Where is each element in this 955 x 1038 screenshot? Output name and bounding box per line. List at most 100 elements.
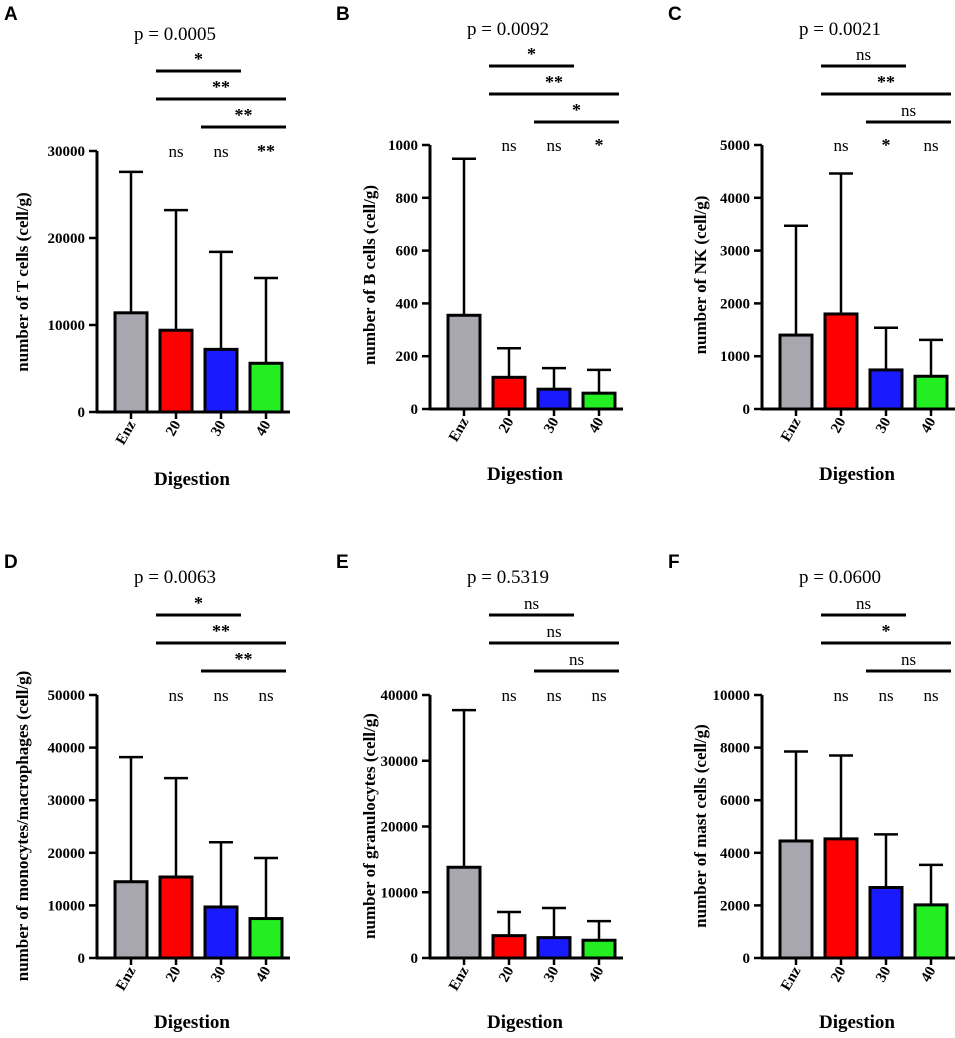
x-tick-label: 40 bbox=[918, 415, 939, 436]
bar-significance-label: ns bbox=[501, 136, 516, 155]
panel-letter: B bbox=[336, 4, 350, 25]
x-tick-label: 40 bbox=[586, 415, 607, 436]
x-tick-label: 30 bbox=[541, 415, 562, 436]
bracket-label: ns bbox=[901, 650, 916, 669]
bar-20 bbox=[491, 375, 527, 411]
y-tick-label: 30000 bbox=[381, 754, 419, 770]
y-tick-label: 30000 bbox=[48, 793, 86, 809]
bracket-label: * bbox=[194, 593, 203, 613]
y-tick-label: 5000 bbox=[720, 138, 750, 154]
y-tick-label: 0 bbox=[411, 402, 419, 418]
bar-20 bbox=[823, 837, 859, 960]
bar-40 bbox=[581, 391, 617, 411]
p-value: p = 0.0005 bbox=[134, 24, 216, 45]
y-tick-label: 0 bbox=[743, 402, 751, 418]
bar-20 bbox=[491, 934, 527, 960]
x-tick-label: 20 bbox=[496, 964, 517, 985]
bar-Enz bbox=[778, 333, 814, 411]
y-tick-label: 40000 bbox=[48, 741, 86, 757]
x-tick-label: 20 bbox=[163, 418, 184, 439]
bracket-label: ** bbox=[212, 621, 230, 641]
bracket-label: ns bbox=[901, 101, 916, 120]
x-tick-label: 30 bbox=[873, 964, 894, 985]
y-tick-label: 10000 bbox=[48, 318, 86, 334]
bar-significance-label: ns bbox=[546, 136, 561, 155]
p-value: p = 0.0063 bbox=[134, 567, 216, 588]
x-tick-label: 30 bbox=[541, 964, 562, 985]
bar-40 bbox=[581, 938, 617, 960]
y-tick-label: 2000 bbox=[720, 296, 750, 312]
bar-40 bbox=[913, 903, 949, 960]
p-value: p = 0.0092 bbox=[467, 19, 549, 40]
bracket-label: ns bbox=[856, 594, 871, 613]
x-tick-label: 40 bbox=[918, 964, 939, 985]
y-tick-label: 4000 bbox=[720, 846, 750, 862]
x-axis-label: Digestion bbox=[819, 1012, 895, 1033]
bar-30 bbox=[536, 936, 572, 960]
bracket-label: ns bbox=[546, 622, 561, 641]
y-axis-label: number of NK (cell/g) bbox=[691, 196, 710, 355]
y-tick-label: 800 bbox=[396, 191, 419, 207]
bar-Enz bbox=[446, 313, 482, 411]
bar-30 bbox=[536, 387, 572, 411]
y-tick-label: 1000 bbox=[388, 138, 418, 154]
panel-letter: E bbox=[336, 552, 349, 573]
y-tick-label: 0 bbox=[411, 951, 419, 967]
bar-40 bbox=[913, 374, 949, 411]
bar-significance-label: ns bbox=[546, 686, 561, 705]
bracket-label: ** bbox=[235, 105, 253, 125]
x-tick-label: 20 bbox=[163, 964, 184, 985]
y-tick-label: 40000 bbox=[381, 688, 419, 704]
bar-Enz bbox=[113, 311, 149, 414]
bar-Enz bbox=[446, 865, 482, 960]
bar-40 bbox=[248, 917, 284, 960]
bracket-label: * bbox=[572, 100, 581, 120]
y-tick-label: 600 bbox=[396, 244, 419, 260]
y-tick-label: 20000 bbox=[48, 846, 86, 862]
x-tick-label: Enz bbox=[113, 418, 140, 448]
panel-letter: F bbox=[668, 552, 680, 573]
bracket-label: ns bbox=[856, 45, 871, 64]
y-tick-label: 3000 bbox=[720, 244, 750, 260]
p-value: p = 0.5319 bbox=[467, 567, 549, 588]
x-tick-label: 20 bbox=[828, 964, 849, 985]
x-tick-label: 20 bbox=[828, 415, 849, 436]
bar-20 bbox=[158, 875, 194, 960]
bar-30 bbox=[203, 905, 239, 960]
bar-significance-label: ns bbox=[833, 686, 848, 705]
x-tick-label: Enz bbox=[113, 964, 140, 994]
panel-B: Bp = 0.0092****ns ns *02004006008001000Enz… bbox=[336, 4, 623, 485]
bracket-label: * bbox=[527, 44, 536, 64]
y-tick-label: 6000 bbox=[720, 793, 750, 809]
bar-40 bbox=[248, 361, 284, 414]
bar-20 bbox=[823, 312, 859, 411]
y-axis-label: number of B cells (cell/g) bbox=[360, 185, 379, 365]
panel-letter: D bbox=[4, 552, 18, 573]
x-tick-label: 30 bbox=[208, 964, 229, 985]
bracket-label: * bbox=[882, 621, 891, 641]
x-tick-label: 40 bbox=[253, 418, 274, 439]
p-value: p = 0.0021 bbox=[799, 19, 881, 40]
bracket-label: ** bbox=[212, 77, 230, 97]
bar-significance-label: ns bbox=[168, 142, 183, 161]
bracket-label: * bbox=[194, 49, 203, 69]
y-tick-label: 1000 bbox=[720, 349, 750, 365]
y-tick-label: 20000 bbox=[48, 231, 86, 247]
y-tick-label: 2000 bbox=[720, 898, 750, 914]
x-tick-label: 40 bbox=[586, 964, 607, 985]
y-tick-label: 50000 bbox=[48, 688, 86, 704]
bracket-label: ** bbox=[235, 649, 253, 669]
panel-letter: A bbox=[4, 4, 18, 25]
bar-significance-label: ns bbox=[833, 136, 848, 155]
bar-significance-label: ns bbox=[923, 686, 938, 705]
bar-Enz bbox=[778, 839, 814, 960]
bar-30 bbox=[868, 368, 904, 411]
y-axis-label: number of granulocytes (cell/g) bbox=[360, 713, 379, 939]
bracket-label: ** bbox=[877, 72, 895, 92]
bar-Enz bbox=[113, 880, 149, 960]
bar-significance-label: ns bbox=[213, 686, 228, 705]
y-tick-label: 0 bbox=[78, 405, 86, 421]
